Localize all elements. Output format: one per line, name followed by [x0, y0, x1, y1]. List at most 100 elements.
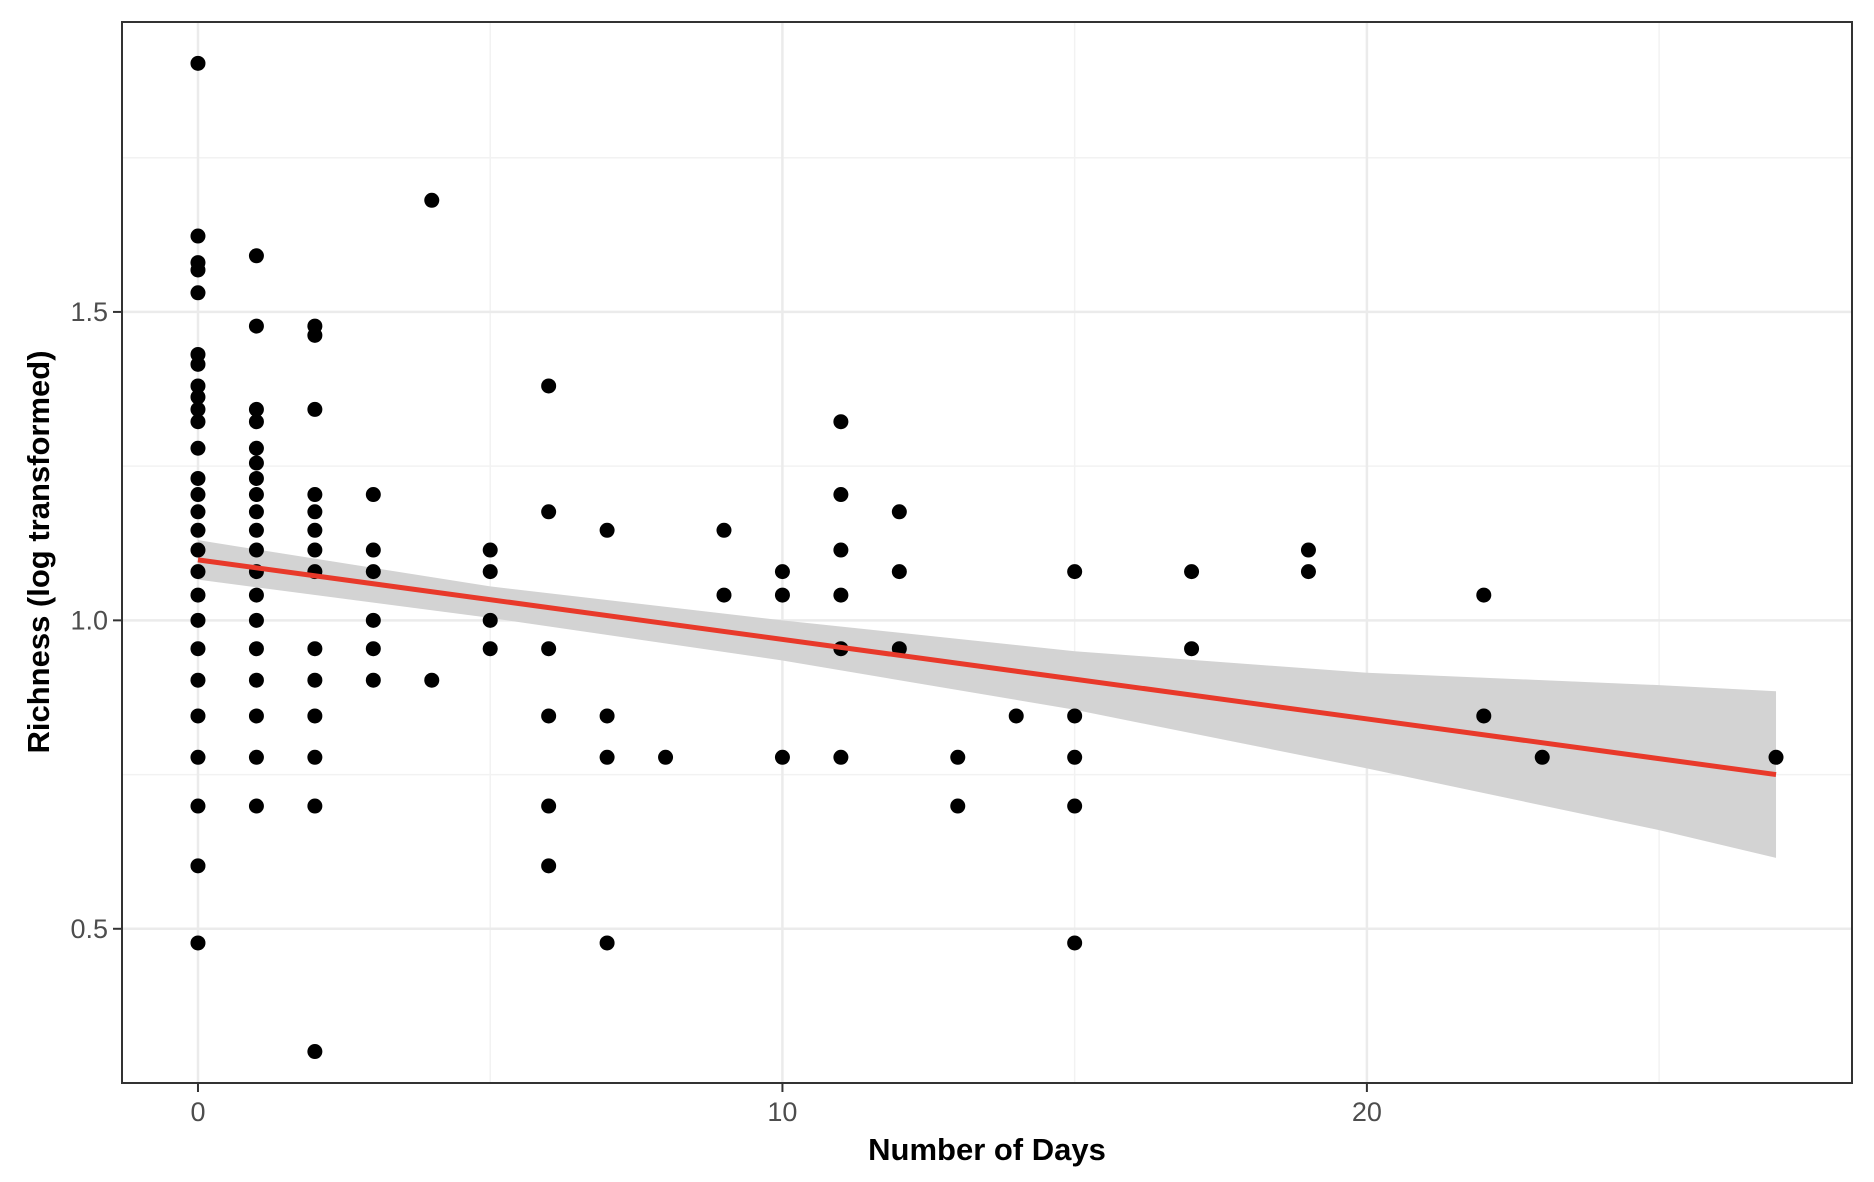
x-axis-title: Number of Days — [868, 1132, 1106, 1167]
data-point — [307, 487, 323, 503]
data-point — [950, 798, 966, 814]
data-point — [716, 587, 732, 603]
panel-border — [121, 21, 1853, 1084]
data-point — [774, 587, 790, 603]
data-point — [248, 542, 264, 558]
data-point — [365, 672, 381, 688]
data-point — [599, 749, 615, 765]
data-point — [307, 708, 323, 724]
data-point — [365, 564, 381, 580]
data-point — [190, 262, 206, 278]
data-point — [1476, 708, 1492, 724]
data-point — [307, 641, 323, 657]
data-point — [599, 522, 615, 538]
data-point — [1067, 798, 1083, 814]
data-point — [307, 504, 323, 520]
data-point — [1067, 935, 1083, 951]
data-point — [482, 542, 498, 558]
data-point — [1768, 749, 1784, 765]
data-point — [190, 564, 206, 580]
data-point — [190, 935, 206, 951]
data-point — [541, 708, 557, 724]
data-point — [190, 470, 206, 486]
data-point — [541, 378, 557, 394]
data-point — [716, 522, 732, 538]
data-point — [541, 504, 557, 520]
data-point — [190, 858, 206, 874]
regression-line — [197, 557, 1777, 778]
data-point — [190, 55, 206, 71]
data-point — [307, 1044, 323, 1060]
data-point — [248, 522, 264, 538]
data-point — [1067, 564, 1083, 580]
data-point — [365, 641, 381, 657]
data-point — [190, 378, 206, 394]
data-point — [1184, 641, 1200, 657]
data-point — [248, 487, 264, 503]
data-point — [190, 749, 206, 765]
data-point — [248, 414, 264, 430]
data-point — [248, 587, 264, 603]
data-point — [482, 564, 498, 580]
data-point — [365, 542, 381, 558]
data-point — [365, 612, 381, 628]
y-axis-ticks: 0.5 1.0 1.5 — [70, 297, 122, 944]
data-point — [307, 401, 323, 417]
data-point — [190, 356, 206, 372]
data-point — [1184, 564, 1200, 580]
data-point — [833, 587, 849, 603]
data-point — [774, 749, 790, 765]
data-point — [248, 318, 264, 334]
data-point — [424, 192, 440, 208]
data-point — [248, 612, 264, 628]
data-point — [541, 858, 557, 874]
data-point — [1476, 587, 1492, 603]
grid-lines — [122, 22, 1852, 1083]
data-point — [307, 798, 323, 814]
x-tick-label: 10 — [767, 1097, 797, 1127]
data-point — [833, 749, 849, 765]
data-point — [599, 708, 615, 724]
data-point — [599, 935, 615, 951]
data-point — [833, 542, 849, 558]
data-point — [190, 440, 206, 456]
data-point — [1300, 564, 1316, 580]
data-point — [833, 414, 849, 430]
data-point — [1300, 542, 1316, 558]
data-points — [190, 55, 1784, 1060]
data-point — [248, 440, 264, 456]
data-point — [658, 749, 674, 765]
data-point — [248, 641, 264, 657]
data-point — [774, 564, 790, 580]
data-point — [482, 612, 498, 628]
panel-background — [122, 22, 1852, 1083]
y-tick-label: 1.5 — [70, 297, 108, 327]
x-tick-label: 20 — [1352, 1097, 1382, 1127]
data-point — [1067, 749, 1083, 765]
data-point — [190, 798, 206, 814]
data-point — [190, 401, 206, 417]
data-point — [424, 672, 440, 688]
data-point — [248, 248, 264, 264]
data-point — [190, 587, 206, 603]
data-point — [248, 672, 264, 688]
data-point — [190, 389, 206, 405]
data-point — [365, 487, 381, 503]
data-point — [190, 612, 206, 628]
data-point — [248, 504, 264, 520]
data-point — [307, 749, 323, 765]
data-point — [190, 542, 206, 558]
data-point — [190, 285, 206, 301]
data-point — [950, 749, 966, 765]
data-point — [190, 487, 206, 503]
data-point — [248, 401, 264, 417]
confidence-band — [197, 540, 1777, 858]
data-point — [190, 672, 206, 688]
data-point — [248, 798, 264, 814]
x-axis-ticks: 0 10 20 — [190, 1083, 1382, 1127]
data-point — [1067, 708, 1083, 724]
data-point — [248, 749, 264, 765]
y-axis-title: Richness (log transformed) — [21, 350, 56, 753]
data-point — [190, 414, 206, 430]
